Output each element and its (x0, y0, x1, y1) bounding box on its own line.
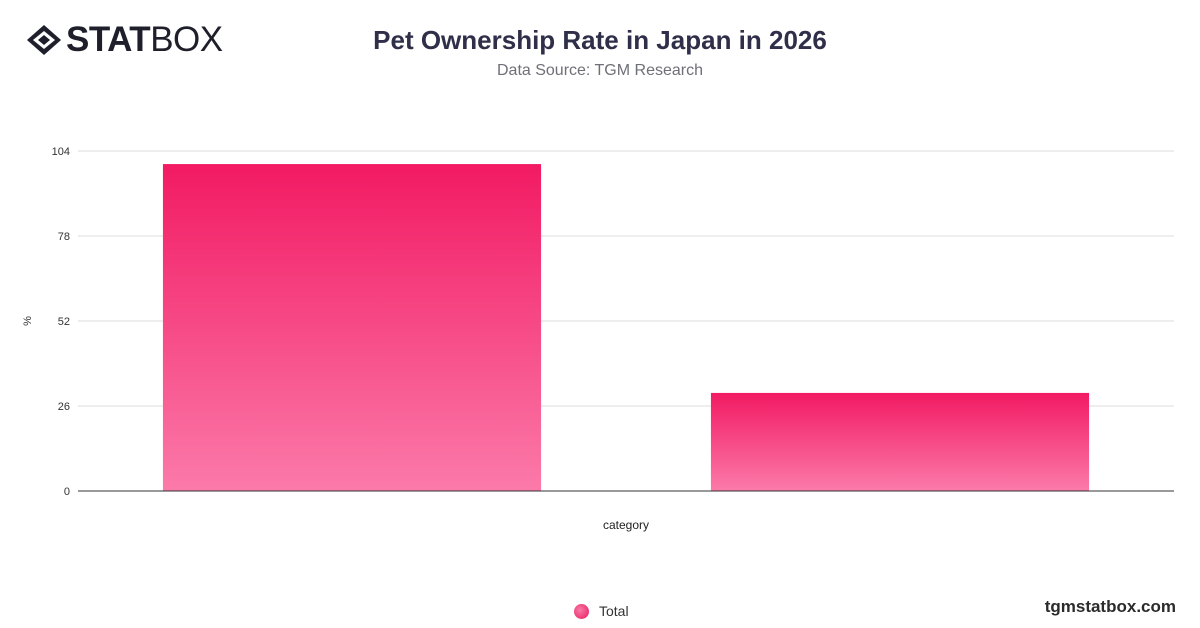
bar-1 (162, 164, 542, 492)
y-tick-label: 104 (52, 146, 70, 158)
legend: Total (574, 603, 629, 619)
x-axis-label: category (603, 518, 649, 532)
website-label: tgmstatbox.com (1044, 597, 1176, 616)
y-axis-label: % (22, 316, 34, 326)
y-tick-label: 0 (64, 486, 70, 498)
y-tick-labels: 0 26 52 78 104 (52, 146, 70, 498)
bars (162, 164, 1090, 492)
logo-text: STATBOX (66, 22, 223, 57)
bar-2 (710, 392, 1090, 491)
statbox-logo: STATBOX (26, 22, 223, 57)
y-tick-label: 26 (58, 401, 70, 413)
logo-text-bold: STAT (66, 20, 151, 59)
y-tick-label: 78 (58, 231, 70, 243)
chart-subtitle: Data Source: TGM Research (496, 62, 703, 79)
y-tick-label: 52 (58, 316, 70, 328)
legend-swatch (574, 603, 589, 619)
logo-text-light: BOX (150, 20, 223, 59)
statbox-diamond-icon (27, 25, 61, 55)
chart-title: Pet Ownership Rate in Japan in 2026 (373, 25, 827, 55)
legend-label-total: Total (599, 603, 629, 619)
